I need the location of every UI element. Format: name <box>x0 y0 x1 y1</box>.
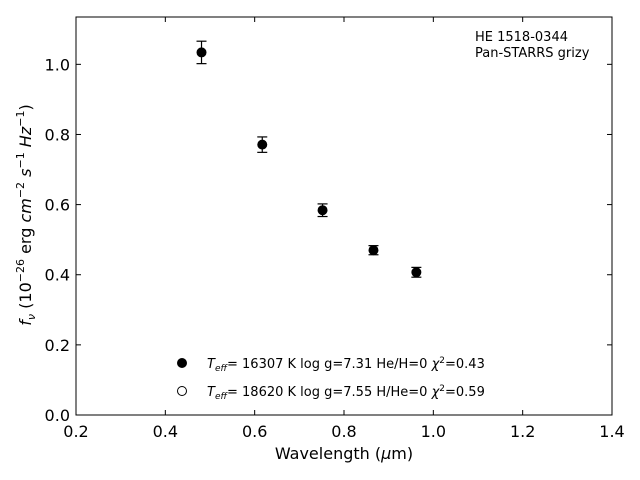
tick-marks <box>75 17 613 416</box>
data-point <box>368 245 379 256</box>
y-tick-label: 0.2 <box>45 336 70 355</box>
x-tick-label: 1.2 <box>510 422 535 441</box>
tick-labels: 0.2 0.4 0.6 0.8 1.0 1.2 1.40.00.20.40.60.81.0 <box>45 55 625 441</box>
y-tick-label: 0.8 <box>45 125 70 144</box>
x-tick-label: 1.0 <box>421 422 446 441</box>
legend-marker-filled <box>177 358 187 368</box>
legend-entry-1: Teff= 16307 K log g=7.31 He/H=0 χ2=0.43 <box>207 356 485 374</box>
data-point <box>317 205 328 216</box>
y-tick-label: 1.0 <box>45 55 70 74</box>
x-axis-label: Wavelength (μm) <box>275 444 413 463</box>
plot-frame <box>75 16 613 416</box>
data-point <box>411 267 422 278</box>
legend-marker-open <box>177 386 187 396</box>
x-tick-label: 0.8 <box>331 422 356 441</box>
x-tick-label: 0.4 <box>153 422 178 441</box>
data-marks <box>196 40 422 278</box>
y-axis-label: fν (10−26 erg cm−2 s−1 Hz−1) <box>14 104 38 325</box>
x-tick-label: 0.6 <box>242 422 267 441</box>
legend: Teff= 16307 K log g=7.31 He/H=0 χ2=0.43 … <box>177 356 485 402</box>
data-point <box>257 139 268 150</box>
y-tick-label: 0.4 <box>45 266 70 285</box>
y-tick-label: 0.6 <box>45 196 70 215</box>
x-tick-label: 0.2 <box>63 422 88 441</box>
legend-entry-2: Teff= 18620 K log g=7.55 H/He=0 χ2=0.59 <box>207 384 485 402</box>
y-tick-label: 0.0 <box>45 406 70 425</box>
x-tick-label: 1.4 <box>599 422 624 441</box>
data-point <box>196 47 207 58</box>
annotation-line-1: HE 1518-0344 <box>475 30 568 45</box>
annotation-line-2: Pan-STARRS grizy <box>475 46 590 61</box>
